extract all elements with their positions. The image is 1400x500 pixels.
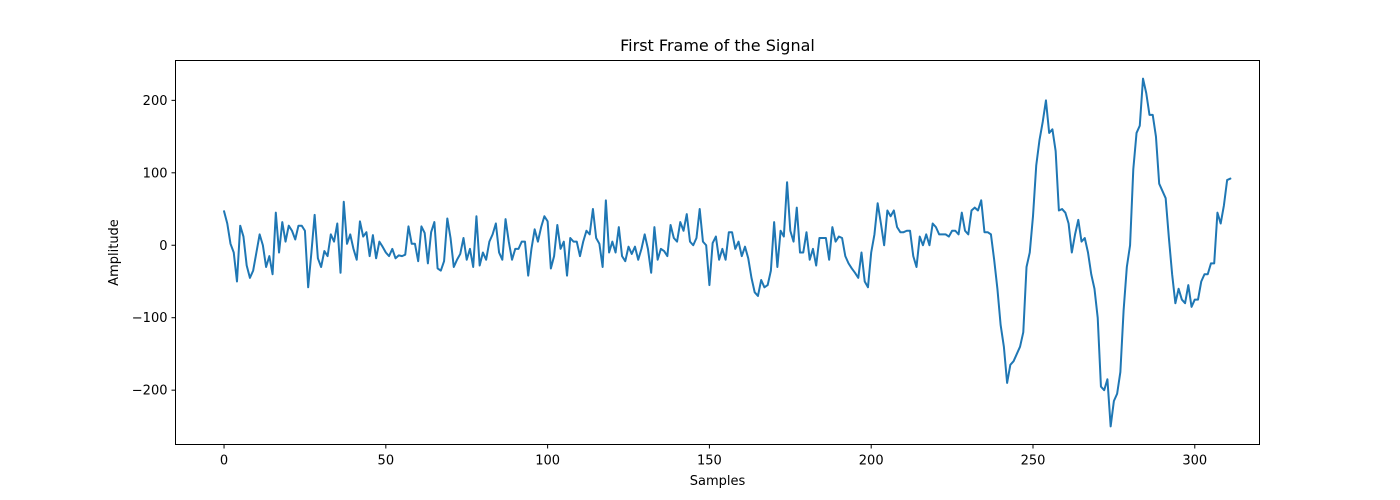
y-axis-title: Amplitude [107,219,122,286]
y-axis: −200 −100 0 100 200 [132,94,176,399]
y-tick-label: 100 [143,166,168,181]
x-tick-label: 50 [378,454,395,469]
x-tick-label: 100 [535,454,560,469]
plot-area [223,77,1232,428]
x-tick-label: 250 [1021,454,1046,469]
x-axis: 0 50 100 150 200 250 300 [220,444,1207,469]
y-tick-label: 200 [143,94,168,109]
plot-frame [175,60,1260,445]
y-tick-label: 0 [159,239,167,254]
x-tick-label: 0 [220,454,228,469]
y-tick-label: −100 [132,311,168,326]
x-tick-label: 300 [1182,454,1207,469]
y-tick-label: −200 [132,384,168,399]
x-tick-label: 150 [697,454,722,469]
x-axis-title: Samples [690,474,746,489]
chart-title: First Frame of the Signal [620,36,815,55]
series-line-0 [223,77,1232,428]
x-tick-label: 200 [859,454,884,469]
